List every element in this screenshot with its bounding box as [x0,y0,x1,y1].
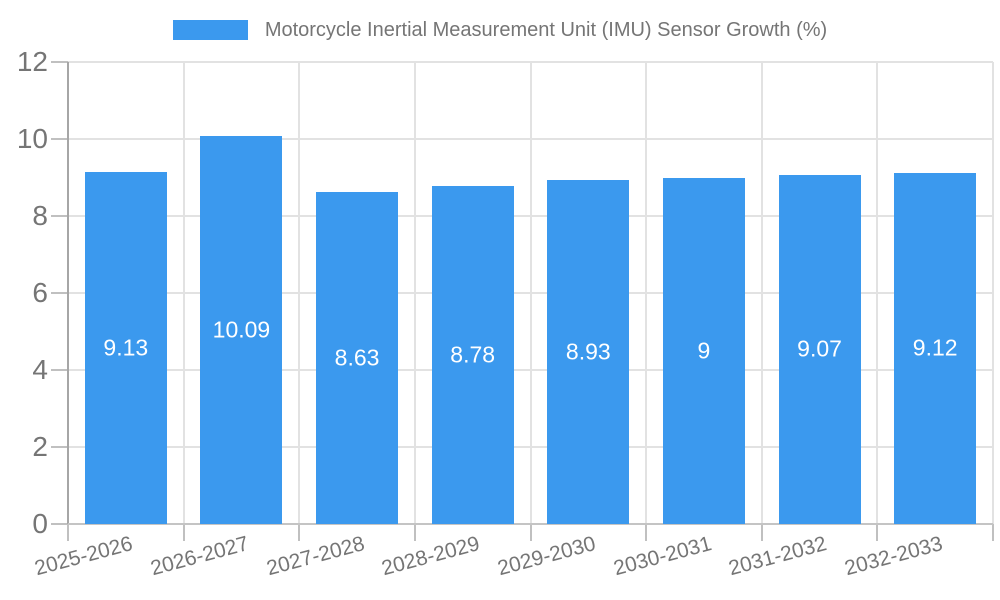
bar[interactable] [662,177,745,524]
bar-value-label: 10.09 [212,316,271,343]
y-axis-line [67,62,69,524]
y-axis-tick [51,523,68,525]
legend[interactable]: Motorcycle Inertial Measurement Unit (IM… [0,17,1000,43]
y-axis-tick-label: 10 [16,123,48,154]
bar[interactable] [778,174,861,524]
x-axis-tick-label: 2029-2030 [495,532,599,581]
y-axis-tick [51,61,68,63]
y-axis-tick [51,292,68,294]
x-axis-tick [182,524,185,541]
gridline-vertical [645,62,648,524]
y-axis-tick [51,215,68,217]
x-axis-tick-label: 2025-2026 [32,532,136,581]
y-axis-tick-label: 8 [32,200,48,231]
bar-value-label: 9 [697,337,711,364]
gridline-vertical [992,62,994,524]
y-axis-tick [51,446,68,448]
y-axis-tick-label: 0 [32,508,48,539]
x-axis-tick-label: 2026-2027 [148,532,252,581]
x-axis-tick [529,524,532,541]
y-axis-tick-label: 2 [32,431,48,462]
x-axis-tick-label: 2032-2033 [841,532,945,581]
gridline-vertical [298,62,301,524]
y-axis-tick [51,138,68,140]
x-axis-tick-label: 2028-2029 [379,532,483,581]
y-axis-tick-label: 6 [32,277,48,308]
x-axis-tick [992,524,994,541]
x-axis-tick-label: 2030-2031 [610,532,714,581]
x-axis-tick [413,524,416,541]
bar[interactable] [894,172,977,524]
bar-value-label: 8.78 [450,341,496,368]
bar[interactable] [547,180,630,524]
legend-swatch-icon [172,20,248,40]
x-axis-tick-label: 2027-2028 [263,532,367,581]
bar[interactable] [84,172,167,524]
bar-value-label: 9.13 [103,334,149,361]
gridline-vertical [182,62,185,524]
bar[interactable] [200,135,283,524]
y-axis-tick-label: 4 [32,354,48,385]
x-axis-line [68,523,993,525]
x-axis-tick [645,524,648,541]
bar-value-label: 8.63 [334,344,380,371]
x-axis-tick [760,524,763,541]
bar-value-label: 8.93 [565,338,611,365]
gridline-vertical [876,62,879,524]
bar[interactable] [316,191,399,524]
gridline-vertical [413,62,416,524]
bar-value-label: 9.12 [912,334,958,361]
gridline-vertical [760,62,763,524]
bar-value-label: 9.07 [797,335,842,362]
gridline-vertical [529,62,532,524]
x-axis-tick [67,524,69,541]
x-axis-tick-label: 2031-2032 [726,532,830,581]
y-axis-tick [51,369,68,371]
x-axis-tick [876,524,879,541]
legend-label: Motorcycle Inertial Measurement Unit (IM… [264,19,828,41]
x-axis-tick [298,524,301,541]
y-axis-tick-label: 12 [16,46,48,77]
bar[interactable] [431,185,514,524]
